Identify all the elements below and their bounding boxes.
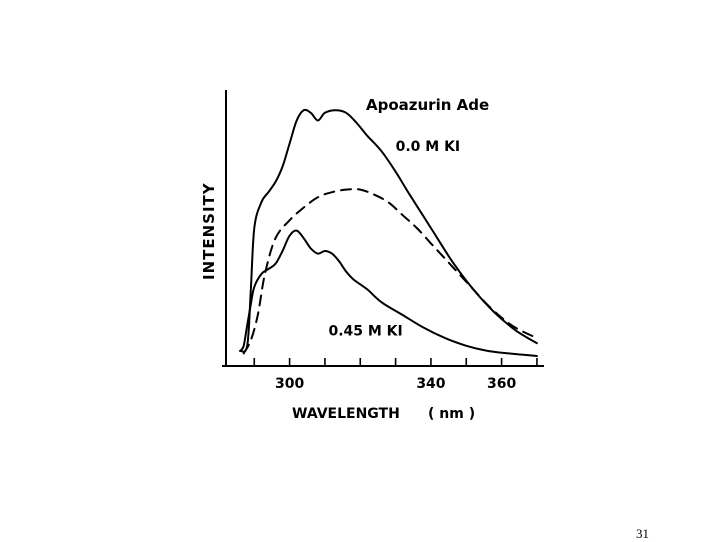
x-axis-unit: ( nm ) [428, 406, 475, 422]
annotation-0: 0.0 M KI [396, 139, 461, 155]
slide-number: 31 [636, 526, 649, 541]
series-line-0 [239, 108, 538, 353]
y-axis-label: INTENSITY [200, 182, 218, 280]
x-tick-labels: 300 340 360 [275, 376, 516, 392]
x-axis-label: WAVELENGTH [292, 406, 400, 422]
chart-title: Apoazurin Ade [366, 96, 489, 114]
x-tick-label-360: 360 [487, 376, 516, 392]
x-tick-label-340: 340 [416, 376, 445, 392]
x-ticks [253, 358, 538, 366]
annotation-1: 0.45 M KI [328, 324, 402, 340]
x-tick-label-300: 300 [275, 376, 304, 392]
series-line-1 [242, 188, 538, 355]
series-line-2 [239, 229, 538, 357]
curve-annotations: 0.0 M KI 0.45 M KI [328, 139, 460, 339]
series-curves [239, 108, 538, 357]
